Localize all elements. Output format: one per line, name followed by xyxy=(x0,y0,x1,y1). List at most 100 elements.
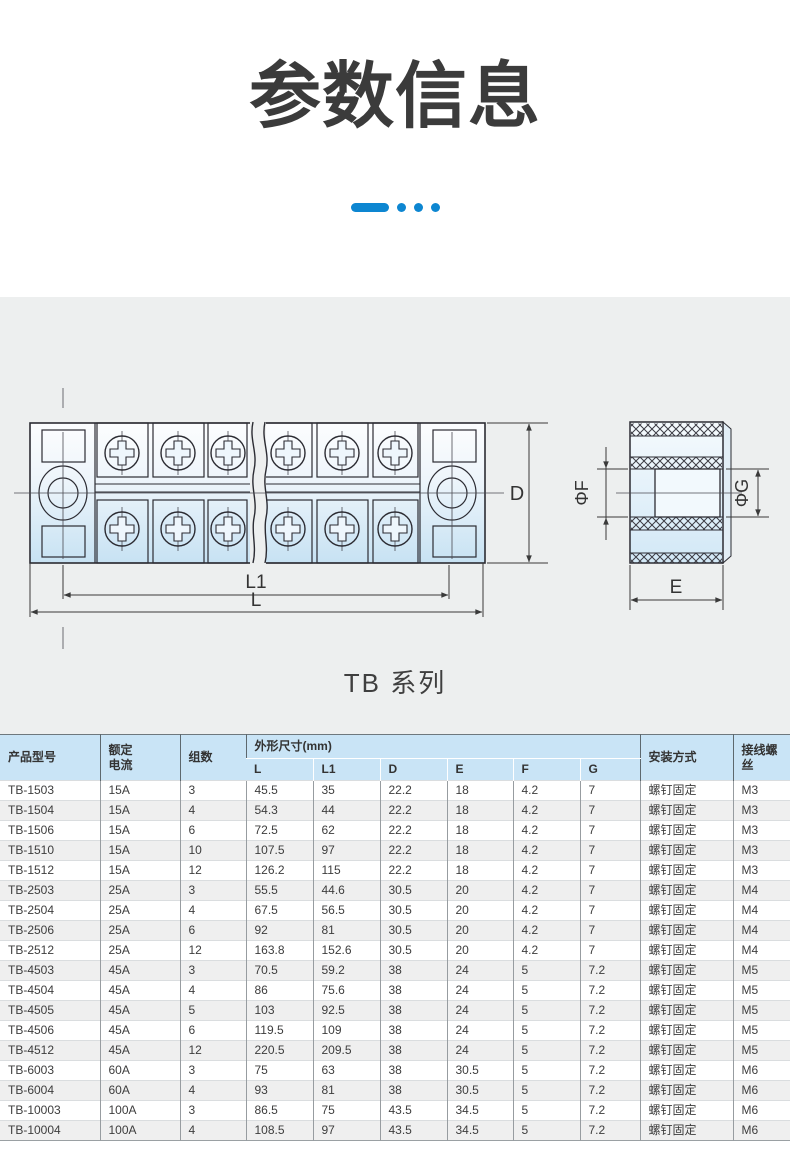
cell-dim-l: 72.5 xyxy=(245,820,313,841)
cell-model: TB-2512 xyxy=(0,940,100,961)
cell-dim-e: 24 xyxy=(446,1020,513,1041)
cell-dim-d: 43.5 xyxy=(379,1100,447,1121)
cell-dim-g: 7 xyxy=(579,820,641,841)
col-header-dim-l: L xyxy=(246,758,313,781)
cell-dim-g: 7.2 xyxy=(579,1000,641,1021)
cell-dim-d: 22.2 xyxy=(379,820,447,841)
cell-groups: 12 xyxy=(179,860,246,881)
cell-groups: 3 xyxy=(179,1100,246,1121)
cell-dim-e: 34.5 xyxy=(446,1100,513,1121)
cell-mounting: 螺钉固定 xyxy=(639,820,734,841)
cell-groups: 6 xyxy=(179,820,246,841)
col-header-mounting: 安装方式 xyxy=(639,734,734,781)
cell-dim-l: 86 xyxy=(245,980,313,1001)
cell-dim-e: 20 xyxy=(446,900,513,921)
cell-dim-l1: 44.6 xyxy=(312,880,380,901)
col-header-dimensions-group: 外形尺寸(mm) xyxy=(245,734,641,759)
dim-label-phi-f: ΦF xyxy=(572,480,592,505)
cell-dim-e: 24 xyxy=(446,1000,513,1021)
cell-screw: M5 xyxy=(732,960,790,981)
cell-current: 15A xyxy=(99,820,180,841)
cell-screw: M6 xyxy=(732,1100,790,1121)
col-header-dim-f: F xyxy=(512,758,580,781)
cell-dim-e: 18 xyxy=(446,840,513,861)
cell-screw: M3 xyxy=(732,800,790,821)
cell-dim-e: 20 xyxy=(446,880,513,901)
cell-model: TB-6004 xyxy=(0,1080,100,1101)
cell-dim-l: 119.5 xyxy=(245,1020,313,1041)
cell-model: TB-1506 xyxy=(0,820,100,841)
cell-dim-l1: 152.6 xyxy=(312,940,380,961)
cell-dim-f: 4.2 xyxy=(512,860,580,881)
side-view: ΦF ΦG E xyxy=(572,420,769,610)
cell-mounting: 螺钉固定 xyxy=(639,900,734,921)
cell-dim-g: 7 xyxy=(579,940,641,961)
cell-mounting: 螺钉固定 xyxy=(639,860,734,881)
table-row: TB-1510 15A 10 107.5 97 22.2 18 4.2 7 螺钉… xyxy=(0,840,790,861)
cell-groups: 3 xyxy=(179,880,246,901)
cell-dim-e: 20 xyxy=(446,920,513,941)
dim-label-l1: L1 xyxy=(245,572,266,593)
title-accent-decoration xyxy=(0,202,790,212)
cell-dim-g: 7.2 xyxy=(579,1080,641,1101)
cell-current: 25A xyxy=(99,920,180,941)
cell-current: 25A xyxy=(99,940,180,961)
cell-mounting: 螺钉固定 xyxy=(639,1080,734,1101)
table-row: TB-1506 15A 6 72.5 62 22.2 18 4.2 7 螺钉固定… xyxy=(0,820,790,841)
cell-dim-l: 45.5 xyxy=(245,780,313,801)
cell-mounting: 螺钉固定 xyxy=(639,940,734,961)
cell-current: 100A xyxy=(99,1120,180,1141)
col-header-screw: 接线螺丝 xyxy=(732,734,790,781)
cell-dim-d: 38 xyxy=(379,1080,447,1101)
cell-dim-l: 220.5 xyxy=(245,1040,313,1061)
cell-screw: M4 xyxy=(732,900,790,921)
table-row: TB-4506 45A 6 119.5 109 38 24 5 7.2 螺钉固定… xyxy=(0,1020,790,1041)
cell-current: 45A xyxy=(99,1040,180,1061)
cell-dim-d: 22.2 xyxy=(379,780,447,801)
cell-dim-g: 7.2 xyxy=(579,1120,641,1141)
cell-groups: 4 xyxy=(179,980,246,1001)
cell-dim-e: 20 xyxy=(446,940,513,961)
cell-dim-f: 5 xyxy=(512,1080,580,1101)
cell-groups: 4 xyxy=(179,900,246,921)
cell-screw: M3 xyxy=(732,840,790,861)
cell-groups: 6 xyxy=(179,1020,246,1041)
cell-dim-e: 18 xyxy=(446,780,513,801)
cell-dim-l: 163.8 xyxy=(245,940,313,961)
cell-dim-l: 55.5 xyxy=(245,880,313,901)
cell-model: TB-1503 xyxy=(0,780,100,801)
cell-dim-e: 34.5 xyxy=(446,1120,513,1141)
cell-current: 25A xyxy=(99,900,180,921)
cell-screw: M4 xyxy=(732,880,790,901)
dim-label-e: E xyxy=(670,577,683,598)
table-row: TB-2512 25A 12 163.8 152.6 30.5 20 4.2 7… xyxy=(0,940,790,961)
cell-mounting: 螺钉固定 xyxy=(639,1020,734,1041)
cell-dim-g: 7 xyxy=(579,780,641,801)
cell-dim-l: 108.5 xyxy=(245,1120,313,1141)
cell-mounting: 螺钉固定 xyxy=(639,880,734,901)
page-title: 参数信息 xyxy=(248,57,541,137)
cell-mounting: 螺钉固定 xyxy=(639,980,734,1001)
cell-dim-l1: 92.5 xyxy=(312,1000,380,1021)
cell-screw: M6 xyxy=(732,1080,790,1101)
cell-screw: M3 xyxy=(732,780,790,801)
cell-current: 60A xyxy=(99,1060,180,1081)
cell-mounting: 螺钉固定 xyxy=(639,1000,734,1021)
cell-screw: M4 xyxy=(732,940,790,961)
cell-dim-l1: 209.5 xyxy=(312,1040,380,1061)
cell-dim-d: 38 xyxy=(379,960,447,981)
cell-dim-d: 30.5 xyxy=(379,880,447,901)
accent-dash-icon xyxy=(350,202,389,212)
table-row: TB-4504 45A 4 86 75.6 38 24 5 7.2 螺钉固定 M… xyxy=(0,980,790,1001)
cell-dim-f: 4.2 xyxy=(512,780,580,801)
col-header-dim-l1: L1 xyxy=(312,758,380,781)
cell-dim-e: 24 xyxy=(446,960,513,981)
cell-dim-g: 7.2 xyxy=(579,1020,641,1041)
cell-dim-e: 24 xyxy=(446,980,513,1001)
cell-model: TB-6003 xyxy=(0,1060,100,1081)
cell-groups: 4 xyxy=(179,1080,246,1101)
cell-model: TB-4505 xyxy=(0,1000,100,1021)
cell-dim-f: 4.2 xyxy=(512,920,580,941)
cell-groups: 6 xyxy=(179,920,246,941)
table-row: TB-4503 45A 3 70.5 59.2 38 24 5 7.2 螺钉固定… xyxy=(0,960,790,981)
